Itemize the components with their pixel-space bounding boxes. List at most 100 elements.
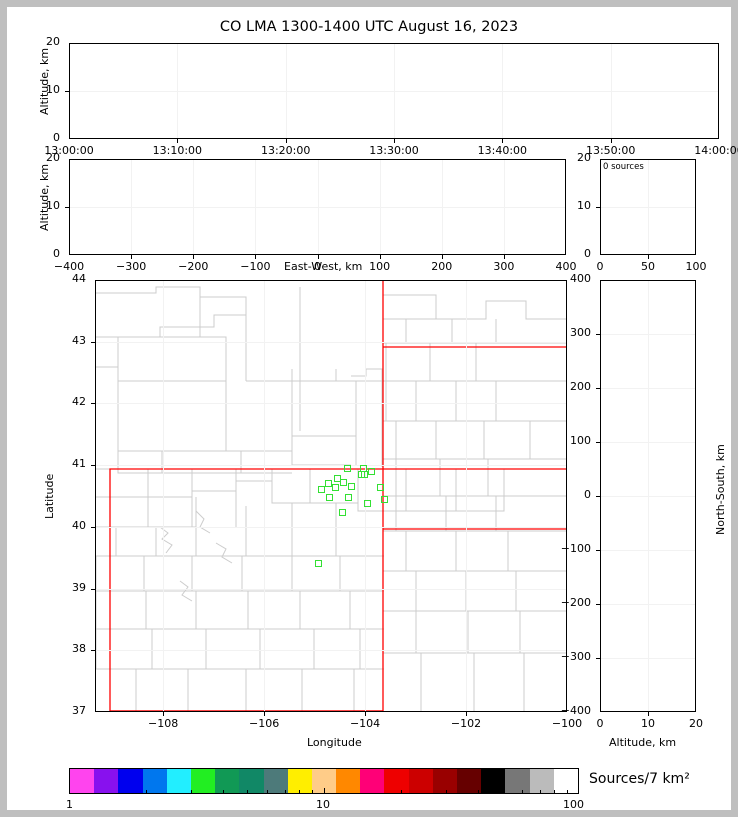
axis-tick — [193, 255, 195, 259]
gridline — [96, 341, 566, 343]
colorbar-major-tick — [578, 788, 579, 794]
axis-tick — [648, 255, 649, 259]
x-tick-label: 50 — [641, 260, 655, 273]
y-tick-label: −100 — [560, 542, 591, 555]
x-tick-label: 10 — [641, 717, 655, 730]
source-marker — [380, 496, 388, 504]
axis-tick — [596, 550, 600, 551]
colorbar-segment — [505, 769, 530, 793]
gridline — [131, 160, 133, 254]
colorbar-minor-tick — [247, 790, 249, 794]
axis-tick — [65, 207, 69, 208]
source-marker — [314, 560, 322, 568]
axis-tick — [91, 526, 95, 528]
colorbar-major-tick — [324, 788, 325, 794]
x-tick-label: −108 — [148, 717, 179, 730]
axis-tick — [264, 712, 266, 716]
gridline — [394, 44, 395, 138]
colorbar-minor-tick — [190, 790, 192, 794]
gridline — [441, 160, 443, 254]
y-tick-label: −200 — [560, 596, 591, 609]
gridline — [317, 160, 319, 254]
axis-tick — [596, 207, 600, 208]
lma-figure: CO LMA 1300-1400 UTC August 16, 2023 Alt… — [7, 7, 738, 811]
colorbar-minor-tick — [222, 790, 224, 794]
map-geography — [96, 281, 566, 711]
colorbar-segment — [215, 769, 240, 793]
colorbar-minor-tick — [539, 790, 541, 794]
y-tick-label: 20 — [46, 35, 60, 48]
x-tick-label: 200 — [431, 260, 453, 273]
colorbar-minor-tick — [567, 790, 569, 794]
y-tick-label: 37 — [72, 704, 86, 717]
sources-density-colorbar[interactable] — [69, 768, 579, 794]
axis-tick — [502, 139, 504, 143]
gridline — [177, 44, 179, 138]
colorbar-segment — [384, 769, 409, 793]
x-tick-label: −100 — [551, 717, 583, 730]
axis-tick — [91, 403, 95, 405]
y-tick-label: 44 — [72, 272, 86, 285]
source-marker — [343, 464, 351, 472]
source-marker — [345, 493, 353, 501]
gridline — [503, 160, 505, 254]
axis-tick — [91, 650, 95, 652]
y-tick-label: 0 — [53, 131, 60, 144]
source-marker — [376, 484, 384, 492]
colorbar-minor-tick — [522, 790, 524, 794]
axis-tick — [365, 712, 367, 716]
colorbar-minor-tick — [400, 790, 402, 794]
y-tick-label: 10 — [46, 83, 60, 96]
colorbar-segment — [457, 769, 482, 793]
gridline — [379, 160, 381, 254]
x-tick-label: 0 — [596, 260, 604, 273]
colorbar-min-label: 1 — [66, 798, 73, 811]
gridline — [502, 44, 504, 138]
source-marker — [333, 475, 341, 483]
colorbar-minor-tick — [445, 790, 447, 794]
source-marker — [317, 486, 325, 494]
plan-view-map-panel[interactable] — [95, 280, 567, 712]
source-marker — [325, 480, 333, 488]
y-tick-label: 0 — [584, 488, 591, 501]
x-tick-label: −100 — [240, 260, 271, 273]
colorbar-segment — [239, 769, 264, 793]
x-tick-label: 0 — [596, 717, 604, 730]
colorbar-minor-tick — [267, 790, 269, 794]
y-tick-label: −400 — [560, 704, 591, 717]
axis-tick — [131, 255, 133, 259]
x-tick-label: −200 — [178, 260, 209, 273]
colorbar-segment — [190, 769, 216, 793]
axis-tick — [255, 255, 257, 259]
x-tick-label: −104 — [349, 717, 381, 730]
axis-tick — [317, 255, 319, 259]
gridline — [163, 281, 165, 711]
gridline — [193, 160, 195, 254]
source-marker — [326, 493, 334, 501]
map-xlabel: Longitude — [307, 736, 362, 749]
axis-tick — [596, 388, 600, 389]
y-tick-label: 40 — [72, 518, 86, 532]
source-marker — [338, 509, 346, 517]
colorbar-segment — [94, 769, 119, 793]
colorbar-label: Sources/7 km² — [589, 771, 690, 787]
x-tick-label: 14:00:00 — [694, 144, 738, 157]
colorbar-segment — [336, 769, 361, 793]
axis-tick — [466, 712, 468, 716]
gridline — [255, 160, 257, 254]
x-tick-label: −102 — [450, 717, 482, 730]
axis-tick — [91, 465, 95, 467]
x-tick-label: 13:40:00 — [477, 144, 528, 157]
axis-tick — [379, 255, 381, 259]
axis-tick — [177, 139, 179, 143]
colorbar-segment — [70, 769, 95, 793]
source-marker — [364, 499, 372, 507]
source-marker — [347, 483, 355, 491]
axis-tick — [648, 712, 649, 716]
source-marker — [332, 484, 340, 492]
east-west-height-ylabel: Altitude, km — [38, 163, 51, 231]
colorbar-mid-label: 10 — [316, 798, 330, 811]
y-tick-label: 20 — [46, 151, 60, 164]
y-tick-label: 41 — [72, 457, 86, 471]
axis-tick — [65, 91, 69, 92]
